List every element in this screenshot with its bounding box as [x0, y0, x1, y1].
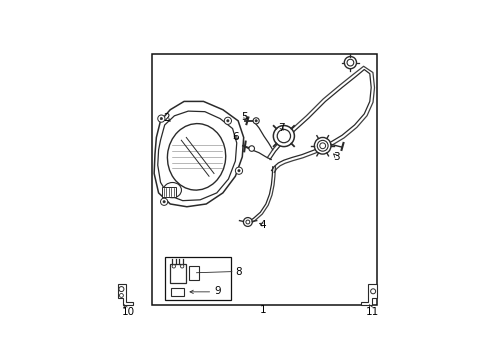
Circle shape — [119, 293, 123, 297]
Circle shape — [319, 143, 325, 149]
Circle shape — [172, 265, 175, 268]
Circle shape — [237, 170, 240, 172]
Bar — [152, 54, 376, 305]
Circle shape — [346, 59, 353, 66]
Ellipse shape — [167, 123, 225, 190]
Circle shape — [180, 265, 183, 268]
Circle shape — [224, 117, 231, 125]
Polygon shape — [154, 102, 243, 207]
Circle shape — [160, 198, 167, 205]
Text: 7: 7 — [278, 123, 285, 133]
Circle shape — [317, 140, 327, 151]
Circle shape — [253, 118, 259, 124]
Circle shape — [245, 220, 249, 224]
Circle shape — [243, 217, 252, 226]
Text: 10: 10 — [122, 307, 135, 317]
Circle shape — [248, 146, 254, 151]
Text: 1: 1 — [259, 305, 266, 315]
Polygon shape — [158, 111, 236, 201]
Circle shape — [370, 289, 375, 294]
Text: 3: 3 — [332, 152, 339, 162]
Bar — [188, 266, 199, 280]
Circle shape — [255, 120, 257, 122]
Text: 8: 8 — [234, 267, 241, 276]
Polygon shape — [117, 284, 133, 305]
Circle shape — [158, 115, 164, 122]
Text: 2: 2 — [163, 113, 169, 123]
Ellipse shape — [163, 183, 181, 198]
Bar — [164, 257, 231, 300]
Bar — [162, 187, 175, 197]
Circle shape — [277, 129, 290, 143]
Bar — [169, 264, 186, 283]
Circle shape — [235, 167, 242, 174]
Circle shape — [226, 120, 228, 122]
Polygon shape — [361, 284, 376, 305]
Text: 6: 6 — [232, 132, 239, 143]
Circle shape — [163, 201, 165, 203]
Circle shape — [119, 287, 123, 292]
Text: 4: 4 — [259, 220, 266, 230]
Circle shape — [314, 138, 330, 154]
Circle shape — [273, 126, 294, 147]
Bar — [171, 288, 184, 296]
Text: 11: 11 — [365, 306, 378, 316]
Circle shape — [160, 117, 162, 120]
Text: 5: 5 — [241, 112, 247, 122]
Circle shape — [344, 57, 356, 69]
Text: 9: 9 — [214, 286, 220, 296]
